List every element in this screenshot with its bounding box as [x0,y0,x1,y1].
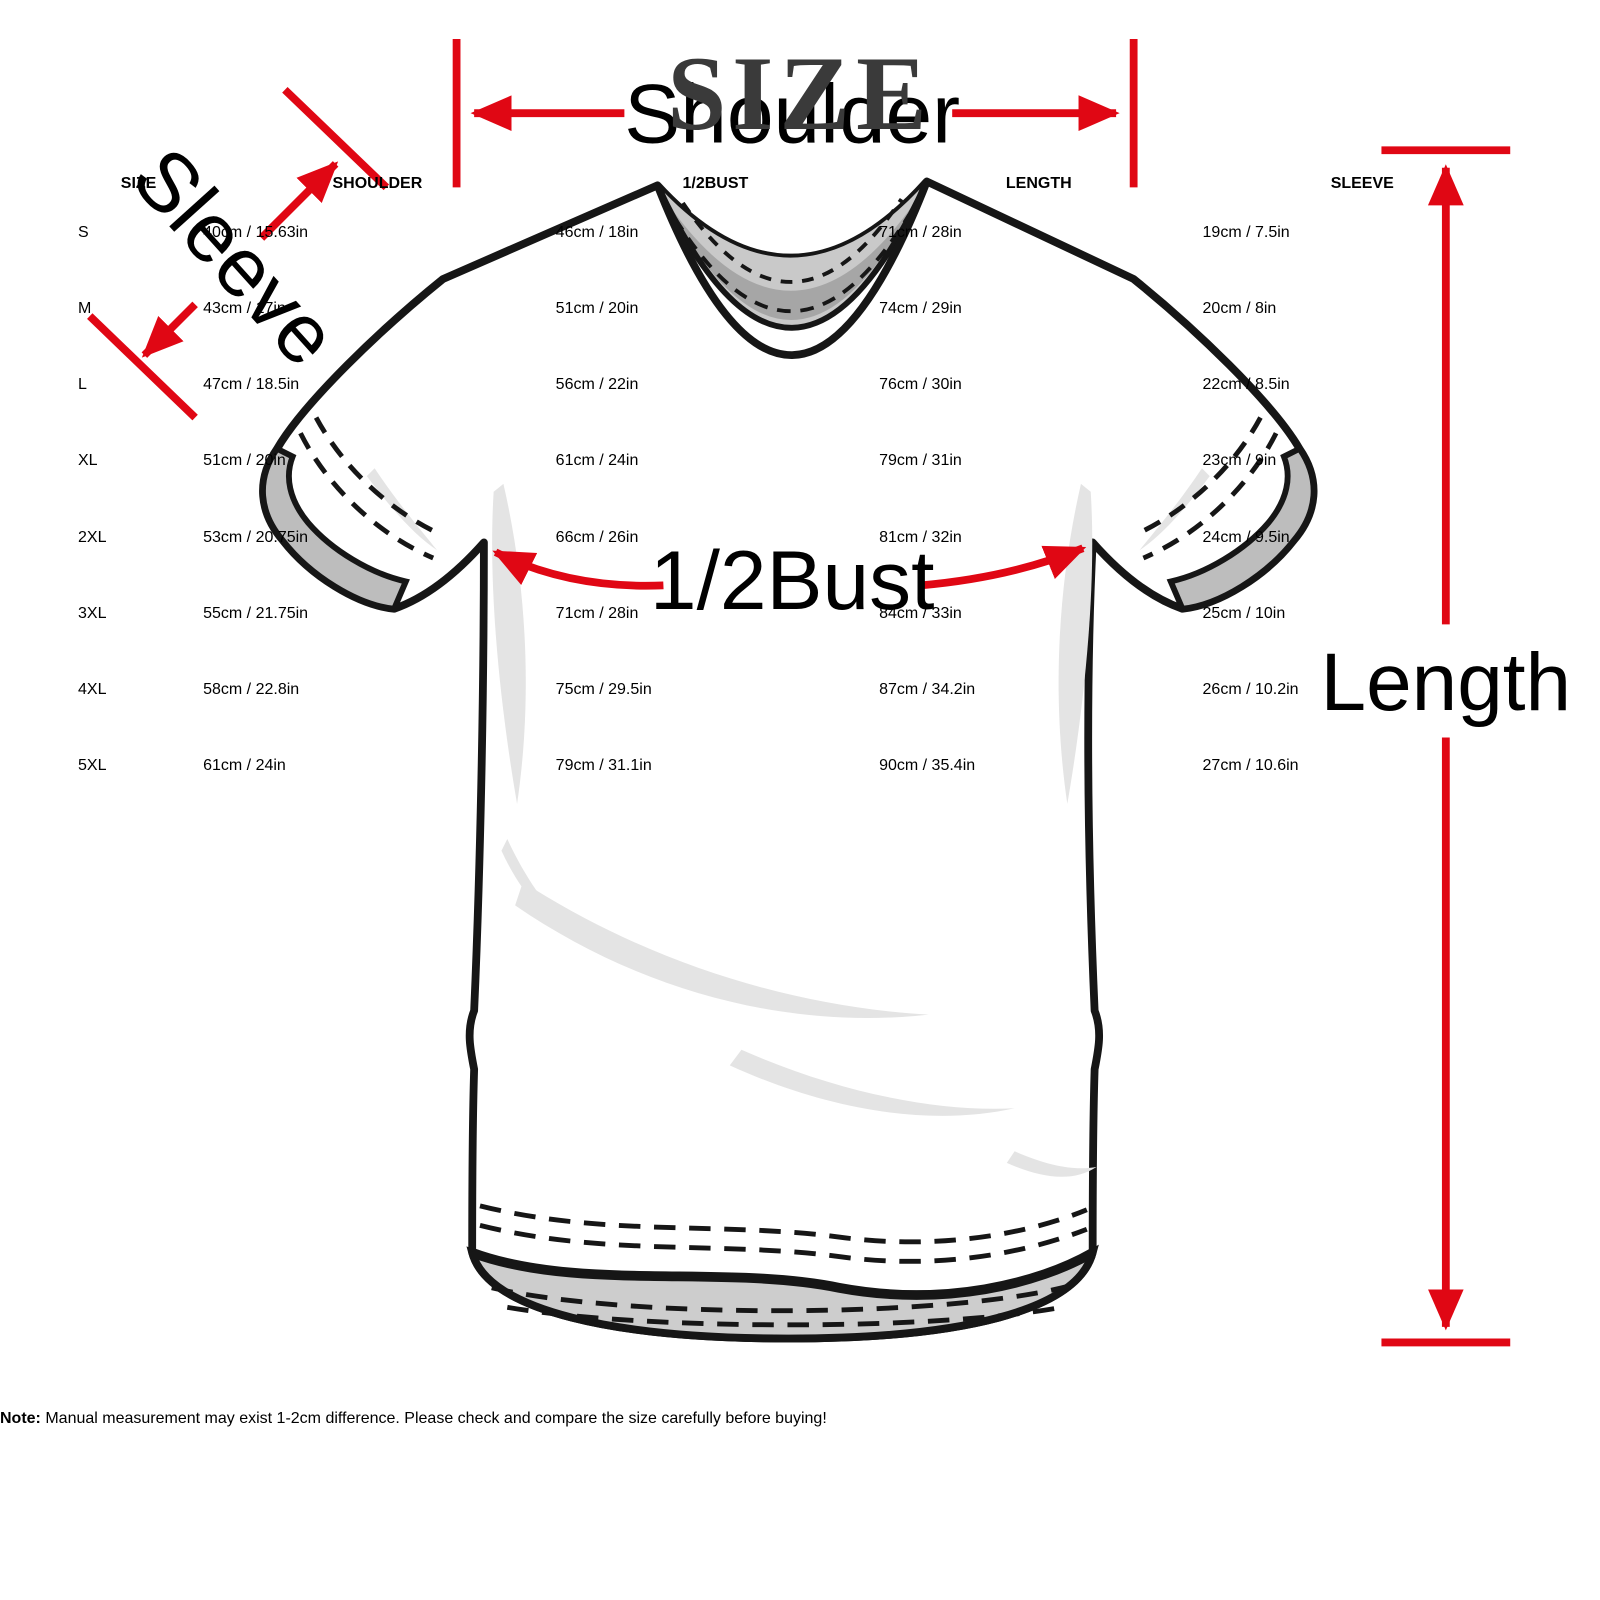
hem [466,1203,1099,1343]
size-cell: M [78,300,92,318]
header-length: LENGTH [1005,175,1072,192]
table-header-row: SIZE SHOULDER 1/2BUST LENGTH SLEEVE [77,174,1523,194]
measurement-cell: 51cm / 20in [203,452,286,470]
measurement-cell: 74cm / 29in [879,300,962,318]
measurement-cell: 51cm / 20in [555,300,639,318]
measurement-cell: 75cm / 29.5in [555,680,652,698]
sleeve-dimension [87,86,390,421]
measurement-cell: 61cm / 24in [555,452,639,470]
measurement-cell: 81cm / 32in [879,528,962,546]
measurement-cell: 24cm / 9.5in [1202,528,1290,546]
measurement-cell: 58cm / 22.8in [203,680,300,698]
shoulder-label: Shoulder [624,66,960,160]
note-text: Manual measurement may exist 1-2cm diffe… [40,1409,827,1427]
measurement-cell: 23cm / 9in [1202,452,1277,470]
measurement-cell: 19cm / 7.5in [1202,224,1290,242]
measurement-cell: 90cm / 35.4in [879,756,976,774]
note-label: Note: [0,1409,41,1427]
table-row: XL 51cm / 20in 61cm / 24in 79cm / 31in 23cm … [77,424,1523,498]
measurement-cell: 66cm / 26in [555,528,639,546]
measurement-cell: 20cm / 8in [1202,300,1277,318]
table-row: 5XL 61cm / 24in 79cm / 31.1in 90cm / 35.4in… [77,729,1523,803]
measurement-cell: 71cm / 28in [879,224,962,242]
size-cell: 2XL [78,528,107,546]
left-sleeve-cuff [260,416,442,612]
measurement-cell: 27cm / 10.6in [1202,756,1299,774]
table-row: L 47cm / 18.5in 56cm / 22in 76cm / 30in 22cm… [77,348,1523,422]
size-cell: 5XL [78,756,107,774]
length-label: Length [1321,637,1572,728]
size-cell: 3XL [78,604,107,622]
size-table-body: S 40cm / 15.63in 46cm / 18in 71cm / 28in 19c… [77,196,1523,803]
bust-label: 1/2Bust [650,533,934,627]
measurement-note: Note: Manual measurement may exist 1-2cm… [0,1410,1600,1428]
measurement-cell: 53cm / 20.75in [203,528,309,546]
size-cell: 4XL [78,680,107,698]
size-cell: XL [78,452,98,470]
measurement-cell: 87cm / 34.2in [879,680,976,698]
measurement-cell: 56cm / 22in [555,376,639,394]
measurement-cell: 76cm / 30in [879,376,962,394]
measurement-cell: 61cm / 24in [203,756,286,774]
size-cell: L [78,376,87,394]
measurement-cell: 22cm / 8.5in [1202,376,1290,394]
measurement-cell: 46cm / 18in [555,224,639,242]
table-row: M 43cm / 17in 51cm / 20in 74cm / 29in 20cm /… [77,272,1523,346]
measurement-cell: 25cm / 10in [1202,604,1286,622]
table-row: 4XL 58cm / 22.8in 75cm / 29.5in 87cm / 34.2… [77,653,1523,727]
shoulder-dimension [452,39,1138,188]
header-size: SIZE [120,175,157,192]
size-table: SIZE SHOULDER 1/2BUST LENGTH SLEEVE S 40c… [75,172,1525,805]
size-chart-title: SIZE [667,35,933,152]
header-sleeve: SLEEVE [1330,175,1394,192]
right-sleeve-cuff [1134,416,1317,612]
measurement-cell: 84cm / 33in [879,604,962,622]
measurement-cell: 79cm / 31in [879,452,962,470]
size-cell: S [78,224,89,242]
tshirt-outline-drawing [259,177,1318,1343]
measurement-cell: 26cm / 10.2in [1202,680,1299,698]
measurement-cell: 40cm / 15.63in [203,224,309,242]
table-row: S 40cm / 15.63in 46cm / 18in 71cm / 28in 19c… [77,196,1523,270]
table-row: 3XL 55cm / 21.75in 71cm / 28in 84cm / 33in 2… [77,577,1523,651]
bust-dimension [492,544,1087,590]
measurement-cell: 47cm / 18.5in [203,376,300,394]
measurement-cell: 43cm / 17in [203,300,286,318]
header-bust: 1/2BUST [682,175,749,192]
measurement-cell: 55cm / 21.75in [203,604,309,622]
measurement-cell: 79cm / 31.1in [555,756,652,774]
length-dimension [1381,146,1511,1347]
measurement-cell: 71cm / 28in [555,604,639,622]
tshirt-measurement-diagram: Shoulder Sleeve 1/2Bust Length [87,39,1572,1347]
header-shoulder: SHOULDER [332,175,423,192]
table-row: 2XL 53cm / 20.75in 66cm / 26in 81cm / 32in 2… [77,501,1523,575]
collar [653,180,931,359]
